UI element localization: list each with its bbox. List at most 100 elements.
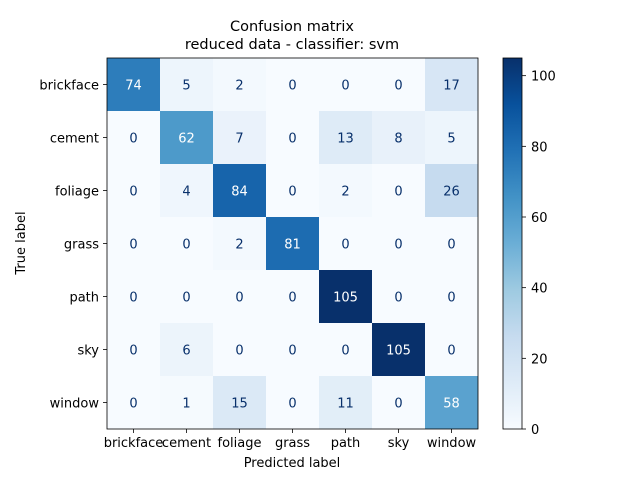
- cell-value-label: 0: [447, 344, 455, 359]
- y-tick-label: path: [69, 291, 99, 306]
- cell-value-label: 0: [288, 79, 296, 94]
- heatmap-cell: [319, 376, 372, 429]
- cell-value-label: 2: [341, 185, 349, 200]
- heatmap-cell: [425, 270, 478, 323]
- heatmap-cell: [372, 111, 425, 164]
- cell-value-label: 2: [235, 238, 243, 253]
- heatmap-cell: [319, 323, 372, 376]
- x-tick-label: cement: [162, 436, 211, 451]
- cell-value-label: 0: [394, 397, 402, 412]
- cell-value-label: 13: [337, 132, 354, 147]
- heatmap-cell: [319, 270, 372, 323]
- colorbar-tick-label: 100: [531, 70, 556, 85]
- colorbar-tick-label: 0: [531, 423, 539, 438]
- heatmap-cell: [372, 217, 425, 270]
- cell-value-label: 105: [333, 291, 358, 306]
- chart-subtitle: reduced data - classifier: svm: [185, 37, 399, 53]
- heatmap-cell: [107, 164, 160, 217]
- y-tick-label: foliage: [55, 185, 99, 200]
- cell-value-label: 0: [129, 132, 137, 147]
- y-axis-ticks: brickface cement foliage grass path sky window: [39, 79, 107, 412]
- heatmap-cell: [160, 111, 213, 164]
- x-tick-label: brickface: [104, 436, 164, 451]
- cell-value-label: 7: [235, 132, 243, 147]
- y-tick-label: grass: [64, 238, 99, 253]
- heatmap-cell: [160, 323, 213, 376]
- heatmap-cell: [319, 164, 372, 217]
- heatmap-cell: [107, 217, 160, 270]
- cell-value-label: 0: [129, 344, 137, 359]
- heatmap-cell: [372, 376, 425, 429]
- colorbar-gradient: [502, 57, 523, 430]
- colorbar-tick-label: 20: [531, 352, 548, 367]
- heatmap-cell: [425, 111, 478, 164]
- y-tick-label: window: [50, 397, 100, 412]
- cell-value-label: 81: [284, 238, 301, 253]
- cell-value-label: 0: [394, 291, 402, 306]
- heatmap-cell: [213, 164, 266, 217]
- cell-value-label: 0: [288, 344, 296, 359]
- heatmap-cell: [213, 376, 266, 429]
- cell-value-label: 0: [129, 397, 137, 412]
- cell-value-label: 0: [394, 79, 402, 94]
- cell-value-label: 0: [182, 238, 190, 253]
- cell-value-label: 0: [182, 291, 190, 306]
- heatmap-cell: [266, 111, 319, 164]
- heatmap-cell: [319, 58, 372, 111]
- x-tick-label: grass: [275, 436, 310, 451]
- cell-value-label: 0: [288, 397, 296, 412]
- heatmap-cell: [266, 270, 319, 323]
- x-tick-label: path: [331, 436, 361, 451]
- heatmap-cell: [107, 111, 160, 164]
- cell-value-label: 0: [235, 291, 243, 306]
- heatmap-cell: [160, 164, 213, 217]
- heatmap-cell: [107, 376, 160, 429]
- cell-value-label: 26: [443, 185, 460, 200]
- heatmap-cell: [160, 376, 213, 429]
- cell-value-label: 0: [394, 185, 402, 200]
- cell-value-label: 0: [447, 291, 455, 306]
- cell-value-label: 6: [182, 344, 190, 359]
- heatmap-cell: [425, 376, 478, 429]
- cell-value-label: 84: [231, 185, 248, 200]
- cell-value-label: 62: [178, 132, 195, 147]
- x-tick-label: sky: [388, 436, 410, 451]
- cell-value-label: 0: [447, 238, 455, 253]
- heatmap-cell: [213, 270, 266, 323]
- cell-value-label: 11: [337, 397, 354, 412]
- cell-value-label: 0: [288, 291, 296, 306]
- heatmap-cell: [425, 217, 478, 270]
- x-axis-label: Predicted label: [244, 456, 341, 471]
- heatmap-cell: [425, 164, 478, 217]
- heatmap-cell: [160, 58, 213, 111]
- cell-value-label: 0: [341, 344, 349, 359]
- colorbar-tick-label: 40: [531, 282, 548, 297]
- cell-value-label: 0: [288, 185, 296, 200]
- heatmap-cell: [372, 164, 425, 217]
- cell-value-label: 17: [443, 79, 460, 94]
- cell-value-label: 0: [129, 185, 137, 200]
- heatmap-cell: [372, 323, 425, 376]
- heatmap-cell: [266, 217, 319, 270]
- y-tick-label: sky: [77, 344, 99, 359]
- heatmap-cell: [425, 58, 478, 111]
- y-axis-label: True label: [14, 211, 29, 275]
- cell-value-label: 5: [182, 79, 190, 94]
- cell-value-label: 0: [394, 238, 402, 253]
- cell-value-label: 0: [235, 344, 243, 359]
- heatmap-cell: [266, 376, 319, 429]
- heatmap-cell: [213, 217, 266, 270]
- matrix-area: 74 5 2 0 0 0 17 0 62 7 0 13 8 5 0 4 84 0 2 0 26 0 0 2 81 0 0 0 0 0 0 0 1…: [106, 57, 479, 430]
- heatmap-cell: [266, 164, 319, 217]
- x-tick-label: foliage: [218, 436, 262, 451]
- heatmap-cell: [425, 323, 478, 376]
- cell-value-label: 0: [341, 238, 349, 253]
- heatmap-cell: [319, 111, 372, 164]
- heatmap-cell: [107, 323, 160, 376]
- heatmap-cell: [266, 58, 319, 111]
- heatmap-cell: [213, 58, 266, 111]
- heatmap-cell: [372, 270, 425, 323]
- heatmap-cell: [372, 58, 425, 111]
